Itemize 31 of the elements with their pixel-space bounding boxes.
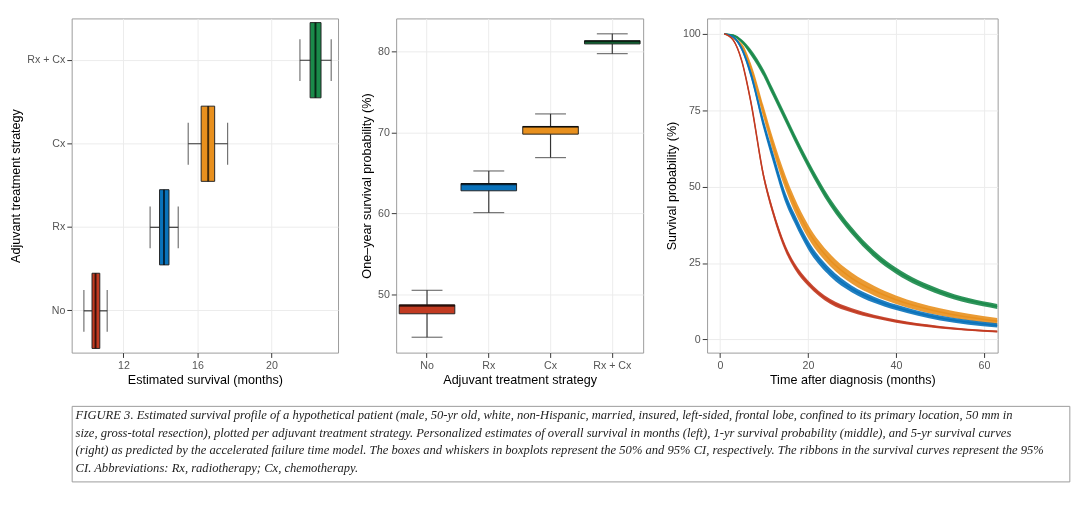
x-tick-label: 40: [890, 358, 903, 371]
y-tick-label: 50: [378, 287, 390, 300]
x-tick-label: Rx + Cx: [593, 358, 633, 371]
y-tick-label: No: [51, 303, 66, 316]
x-tick-label: 20: [802, 358, 815, 371]
y-tick-label: 100: [683, 27, 701, 40]
x-axis-title: Time after diagnosis (months): [769, 373, 936, 388]
x-tick-label: Rx: [482, 358, 496, 371]
x-tick-label: 20: [266, 358, 278, 371]
y-tick-label: 25: [688, 256, 701, 269]
x-tick-label: 12: [118, 358, 130, 371]
caption: FIGURE 3. Estimated survival profile of a hypothetical patient (male, 50-yr old, white, non-Hispanic, married, insured, left-sided, frontal lobe, confined to its primary location, 50 mm in size, gross-total resection), plotted per adjuvant treatment strategy. Personalized estimates of overall survival in months (left), 1-yr survival probability (middle), and 5-yr survival curves (right) as predicted by the accelerated failure time model. The boxes and whiskers in boxplots represent the 50% and 95% CI, respectively. The ribbons in the survival curves represent the 95% CI. Abbreviations: Rx, radiotherapy; Cx, chemotherapy.: [74, 408, 1044, 475]
y-axis-title: Adjuvant treatment strategy: [9, 108, 24, 263]
y-tick-label: 80: [378, 45, 390, 57]
y-tick-label: Rx + Cx: [27, 53, 67, 66]
x-axis-title: Adjuvant treatment strategy: [443, 373, 598, 388]
x-tick-label: No: [420, 358, 434, 371]
y-tick-label: Rx: [52, 220, 67, 233]
y-tick-label: 50: [688, 179, 701, 192]
y-tick-label: 75: [688, 103, 701, 116]
y-tick-label: 0: [694, 332, 701, 345]
x-tick-label: 0: [717, 358, 724, 371]
y-tick-label: 60: [378, 206, 390, 219]
y-tick-label: Cx: [52, 136, 67, 149]
x-tick-label: 60: [978, 358, 991, 371]
y-tick-label: 70: [378, 125, 390, 138]
x-tick-label: Cx: [544, 358, 558, 371]
y-axis-title: Survival probability (%): [665, 121, 680, 251]
y-axis-title: One–year survival probability (%): [360, 93, 375, 279]
x-tick-label: 16: [192, 358, 204, 371]
x-axis-title: Estimated survival (months): [127, 373, 283, 388]
